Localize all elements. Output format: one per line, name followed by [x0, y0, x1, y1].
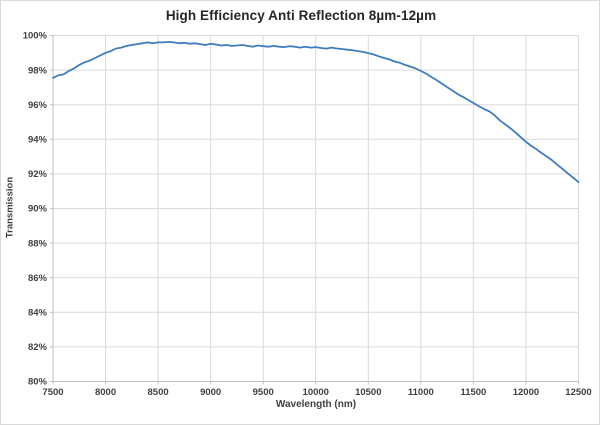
y-tick-label: 90%	[28, 204, 48, 215]
y-tick-label: 94%	[28, 135, 48, 146]
x-tick-label: 9000	[200, 387, 221, 398]
y-tick-label: 88%	[28, 238, 48, 249]
chart-title: High Efficiency Anti Reflection 8µm-12µm	[165, 8, 437, 23]
y-tick-label: 80%	[28, 377, 48, 388]
y-tick-label: 92%	[28, 169, 48, 180]
y-tick-label: 100%	[23, 31, 48, 42]
x-tick-label: 7500	[42, 387, 63, 398]
x-tick-label: 9500	[253, 387, 274, 398]
x-tick-label: 8500	[148, 387, 169, 398]
x-axis-title: Wavelength (nm)	[275, 399, 357, 410]
x-tick-label: 11500	[460, 387, 486, 398]
y-tick-label: 84%	[28, 308, 48, 319]
x-tick-label: 12500	[565, 387, 591, 398]
y-tick-label: 82%	[28, 342, 48, 353]
y-tick-label: 96%	[28, 100, 48, 111]
x-tick-label: 10000	[303, 387, 329, 398]
series-line-transmission	[52, 41, 580, 184]
y-tick-label: 98%	[28, 65, 48, 76]
x-tick-label: 10500	[355, 387, 381, 398]
x-tick-label: 11000	[408, 387, 434, 398]
x-tick-label: 8000	[95, 387, 116, 398]
x-tick-label: 12000	[513, 387, 539, 398]
y-tick-label: 86%	[28, 273, 48, 284]
